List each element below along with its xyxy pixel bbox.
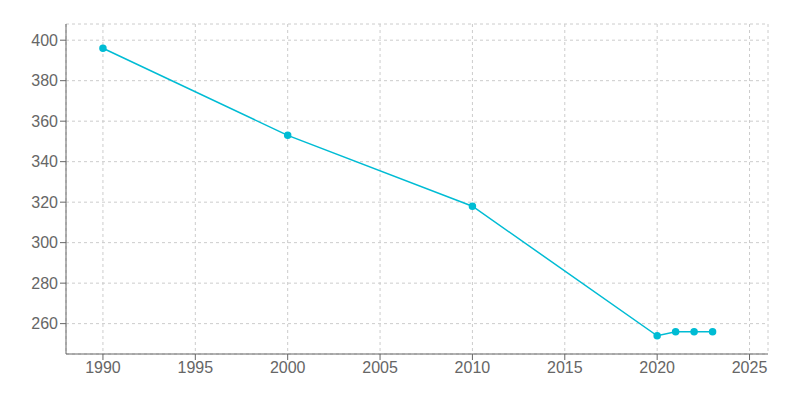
svg-text:2000: 2000 bbox=[270, 359, 306, 376]
svg-text:2015: 2015 bbox=[547, 359, 583, 376]
svg-text:380: 380 bbox=[31, 72, 58, 89]
svg-text:280: 280 bbox=[31, 275, 58, 292]
svg-text:2005: 2005 bbox=[362, 359, 398, 376]
svg-text:340: 340 bbox=[31, 153, 58, 170]
svg-text:300: 300 bbox=[31, 234, 58, 251]
svg-text:2010: 2010 bbox=[455, 359, 491, 376]
svg-text:2020: 2020 bbox=[639, 359, 675, 376]
svg-text:360: 360 bbox=[31, 113, 58, 130]
svg-text:400: 400 bbox=[31, 32, 58, 49]
svg-text:1995: 1995 bbox=[178, 359, 214, 376]
svg-text:320: 320 bbox=[31, 194, 58, 211]
svg-text:2025: 2025 bbox=[732, 359, 768, 376]
svg-text:1990: 1990 bbox=[85, 359, 121, 376]
svg-text:260: 260 bbox=[31, 315, 58, 332]
